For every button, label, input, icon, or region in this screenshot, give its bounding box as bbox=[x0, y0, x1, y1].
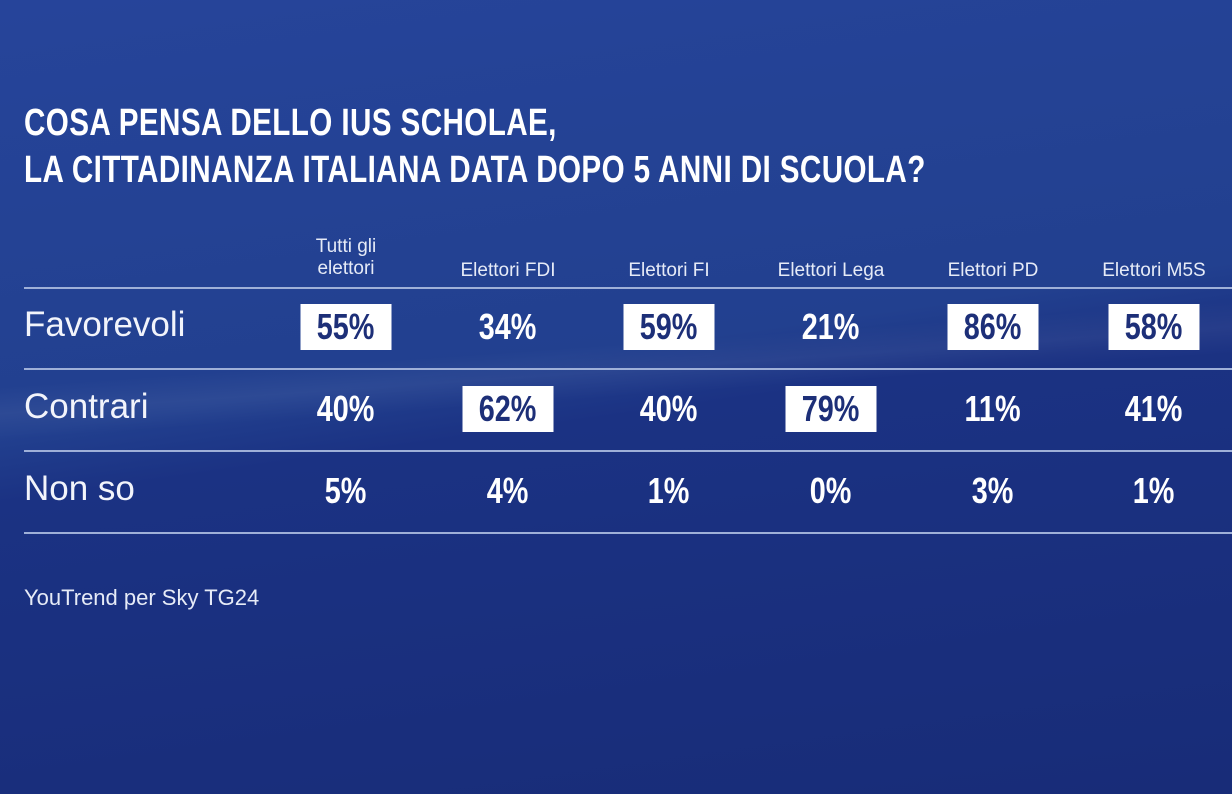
column-header: Elettori FI bbox=[628, 260, 710, 281]
value-label: 55% bbox=[317, 306, 375, 347]
chart-title: COSA PENSA DELLO IUS SCHOLAE, LA CITTADI… bbox=[24, 100, 926, 194]
value-cell: 4% bbox=[463, 468, 554, 514]
value-cell: 40% bbox=[301, 386, 392, 432]
value-cell: 21% bbox=[786, 304, 877, 350]
value-cell: 11% bbox=[948, 386, 1039, 432]
column-header: Elettori PD bbox=[947, 260, 1039, 281]
title-line-2: LA CITTADINANZA ITALIANA DATA DOPO 5 ANN… bbox=[24, 149, 926, 191]
column-header: Elettori M5S bbox=[1102, 260, 1206, 281]
value-cell: 3% bbox=[948, 468, 1039, 514]
value-cell: 34% bbox=[463, 304, 554, 350]
highlighted-value-cell: 59% bbox=[623, 304, 715, 350]
row-divider bbox=[24, 368, 1232, 370]
value-label: 59% bbox=[640, 306, 698, 347]
value-label: 40% bbox=[317, 388, 375, 429]
value-label: 34% bbox=[479, 306, 537, 347]
column-header: Elettori FDI bbox=[460, 260, 556, 281]
value-cell: 1% bbox=[624, 468, 715, 514]
row-label: Contrari bbox=[24, 387, 149, 426]
row-divider bbox=[24, 450, 1232, 452]
value-label: 1% bbox=[1133, 470, 1175, 511]
value-label: 79% bbox=[802, 388, 860, 429]
value-cell: 5% bbox=[301, 468, 392, 514]
value-label: 62% bbox=[479, 388, 537, 429]
column-header: Tutti gli elettori bbox=[315, 236, 377, 279]
row-label: Favorevoli bbox=[24, 305, 186, 344]
row-label: Non so bbox=[24, 469, 135, 508]
value-label: 40% bbox=[640, 388, 698, 429]
value-cell: 1% bbox=[1109, 468, 1200, 514]
value-label: 11% bbox=[964, 388, 1022, 429]
row-divider bbox=[24, 532, 1232, 534]
value-label: 3% bbox=[972, 470, 1014, 511]
value-cell: 0% bbox=[786, 468, 877, 514]
row-divider bbox=[24, 287, 1232, 289]
value-label: 86% bbox=[964, 306, 1022, 347]
value-label: 1% bbox=[648, 470, 690, 511]
value-label: 41% bbox=[1125, 388, 1183, 429]
title-line-1: COSA PENSA DELLO IUS SCHOLAE, bbox=[24, 102, 557, 144]
highlighted-value-cell: 58% bbox=[1108, 304, 1200, 350]
value-label: 5% bbox=[325, 470, 367, 511]
highlighted-value-cell: 62% bbox=[462, 386, 554, 432]
value-cell: 40% bbox=[624, 386, 715, 432]
value-label: 58% bbox=[1125, 306, 1183, 347]
value-label: 0% bbox=[810, 470, 852, 511]
highlighted-value-cell: 55% bbox=[300, 304, 392, 350]
highlighted-value-cell: 79% bbox=[785, 386, 877, 432]
column-header: Elettori Lega bbox=[777, 260, 885, 281]
value-cell: 41% bbox=[1109, 386, 1200, 432]
highlighted-value-cell: 86% bbox=[947, 304, 1039, 350]
value-label: 21% bbox=[802, 306, 860, 347]
value-label: 4% bbox=[487, 470, 529, 511]
source-label: YouTrend per Sky TG24 bbox=[24, 585, 260, 610]
